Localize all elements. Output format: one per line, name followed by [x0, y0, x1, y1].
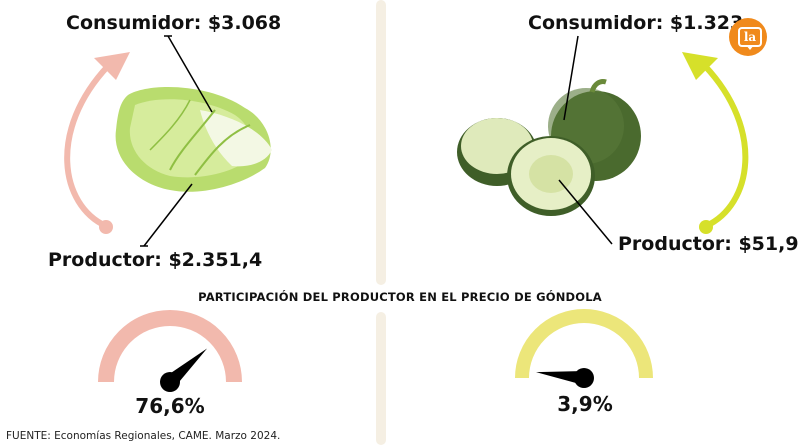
right-gauge-value: 3,9%: [557, 392, 613, 416]
right-consumer-price: Consumidor: $1.323: [528, 12, 744, 34]
left-consumer-price: Consumidor: $3.068: [66, 12, 282, 34]
left-gauge-hub: [160, 372, 180, 392]
section-heading: PARTICIPACIÓN DEL PRODUCTOR EN EL PRECIO…: [198, 290, 602, 304]
left-producer-price: Productor: $2.351,4: [48, 249, 263, 271]
publisher-logo: la: [729, 18, 767, 56]
left-gauge-value: 76,6%: [135, 394, 205, 418]
divider-bottom: [376, 312, 386, 445]
right-producer-price: Productor: $51,9: [618, 233, 799, 255]
right-gauge-needle: [536, 371, 585, 385]
source-note: FUENTE: Economías Regionales, CAME. Marz…: [6, 430, 281, 442]
right-gauge-hub: [574, 368, 594, 388]
divider-top: [376, 0, 386, 285]
left-gauge-arc: [98, 310, 242, 383]
right-gauge-arc: [515, 309, 653, 379]
publisher-logo-tail: [746, 45, 754, 50]
